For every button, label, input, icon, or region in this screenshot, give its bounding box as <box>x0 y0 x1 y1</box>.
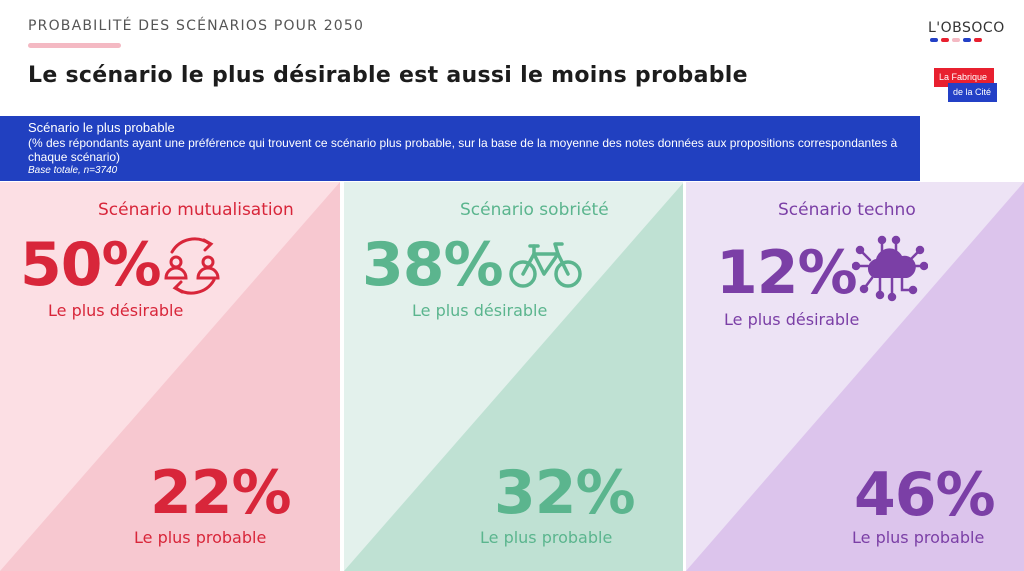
panel-techno: Scénario techno 12% Le plus désirable 46… <box>686 182 1024 571</box>
probable-value: 22% <box>150 458 292 528</box>
probable-value: 32% <box>494 458 636 528</box>
cloud-network-icon <box>852 235 928 302</box>
obsoco-logo-dots <box>930 38 982 42</box>
obsoco-logo-text: L'OBSOCO <box>928 20 1005 36</box>
kicker-underline <box>28 43 121 48</box>
bicycle-icon <box>509 242 582 288</box>
people-exchange-icon <box>164 237 220 295</box>
panel-mutualisation-background <box>0 182 340 571</box>
scenario-title: Scénario sobriété <box>460 200 609 220</box>
scenario-title: Scénario techno <box>778 200 916 220</box>
panel-techno-background <box>686 182 1024 571</box>
fabrique-logo-line1: La Fabrique <box>934 68 994 87</box>
desirable-label: Le plus désirable <box>724 310 860 329</box>
page-kicker: PROBABILITÉ DES SCÉNARIOS POUR 2050 <box>28 18 365 34</box>
panel-mutualisation: Scénario mutualisation 50% Le plus désir… <box>0 182 340 571</box>
obsoco-logo: L'OBSOCO <box>928 20 1005 46</box>
band-description: (% des répondants ayant une préférence q… <box>28 136 898 164</box>
panel-separator <box>683 182 686 571</box>
band-title: Scénario le plus probable <box>28 120 175 135</box>
page-title: Le scénario le plus désirable est aussi … <box>28 63 748 88</box>
desirable-label: Le plus désirable <box>48 301 184 320</box>
desirable-label: Le plus désirable <box>412 301 548 320</box>
probable-value: 46% <box>854 460 996 530</box>
desirable-value: 38% <box>362 230 504 300</box>
desirable-value: 12% <box>716 238 858 308</box>
subtitle-band: Scénario le plus probable (% des réponda… <box>0 116 920 181</box>
panel-sobriete-background <box>344 182 684 571</box>
fabrique-logo-line2: de la Cité <box>948 83 997 102</box>
probable-label: Le plus probable <box>134 528 267 547</box>
scenario-title: Scénario mutualisation <box>98 200 294 220</box>
desirable-value: 50% <box>20 230 162 300</box>
probable-label: Le plus probable <box>852 528 985 547</box>
panel-sobriete: Scénario sobriété 38% Le plus désirable … <box>344 182 684 571</box>
band-base: Base totale, n=3740 <box>28 165 118 176</box>
panel-separator <box>341 182 344 571</box>
probable-label: Le plus probable <box>480 528 613 547</box>
